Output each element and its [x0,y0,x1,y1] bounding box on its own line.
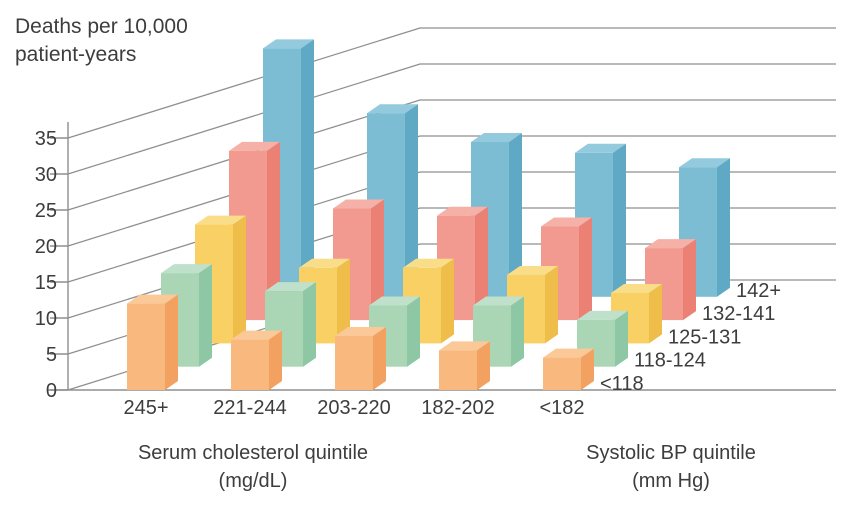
grid-line-35 [67,27,836,139]
bar-top-face [473,296,524,306]
bar-side-face [477,341,490,390]
chart-title-line1: Deaths per 10,000 [15,15,188,38]
bar-top-face [403,258,454,268]
cholesterol-label-2: 203-220 [317,397,390,419]
bar-top-face [645,239,696,249]
bar-side-face [615,310,628,367]
y-tick-label-5: 5 [46,344,57,366]
bar-side-face [613,143,626,297]
bar-side-face [683,239,696,321]
grid-line-30 [67,63,836,175]
cholesterol-label-4: <182 [539,397,584,419]
bar-top-face [471,133,522,142]
bar-side-face [267,141,280,321]
bar-side-face [337,258,350,344]
grid-line-20 [67,135,836,247]
bar-top-face [507,266,558,275]
bar-top-face [263,39,314,49]
bar-side-face [717,158,730,297]
cholesterol-category-labels: 245+ 221-244 203-220 182-202 <182 [123,397,584,419]
bar-top-face [299,258,350,268]
bar-top-face [231,330,282,340]
bar-chol-4-bp-0 [543,348,594,390]
y-tick-label-30: 30 [35,164,57,186]
bar-side-face [545,266,558,344]
y-tick-label-10: 10 [35,308,57,330]
bar-top-face [679,158,730,168]
bar-chol-2-bp-0 [335,327,386,390]
bp-label-1: 118-124 [634,350,706,372]
bar-front-face [127,303,165,390]
bp-label-4: 142+ [736,280,781,302]
bar-front-face [335,336,373,390]
x-axis-title-line1: Serum cholesterol quintile [138,442,368,464]
bar-side-face [441,258,454,344]
bar-top-face [577,310,628,320]
bp-label-2: 125-131 [668,326,741,348]
bar-side-face [579,217,592,321]
bar-side-face [649,284,662,344]
bar-top-face [161,264,212,274]
bar-side-face [475,206,488,321]
cholesterol-label-3: 182-202 [421,397,494,419]
bar-side-face [373,327,386,390]
bar-chol-3-bp-1 [473,296,524,367]
bp-label-0: <118 [600,373,644,395]
bar-front-face [439,350,477,390]
y-tick-labels: 0 5 10 15 20 25 30 35 [35,128,57,402]
bar-side-face [405,104,418,297]
bars [127,39,730,390]
grid-line-25 [67,99,836,211]
bar-side-face [511,296,524,367]
bar-side-face [199,264,212,367]
bar-side-face [301,39,314,297]
bar-side-face [165,294,178,390]
bar-front-face [231,339,269,390]
bar-front-face [543,357,581,390]
y-tick-label-25: 25 [35,200,57,222]
depth-axis-title-line1: Systolic BP quintile [586,442,756,464]
y-tick-label-20: 20 [35,236,57,258]
bar-top-face [369,296,420,306]
bar-top-face [439,341,490,351]
bar-side-face [509,133,522,297]
bar-side-face [371,199,384,321]
depth-axis-title-line2: (mm Hg) [632,470,710,492]
bar-top-face [127,294,178,304]
y-tick-label-35: 35 [35,128,57,150]
y-tick-label-15: 15 [35,272,57,294]
bar-side-face [303,282,316,367]
bar-top-face [333,199,384,209]
chart-title-line2: patient-years [15,43,136,66]
bar-chol-3-bp-0 [439,341,490,390]
bar-side-face [233,215,246,344]
bar-chol-1-bp-0 [231,330,282,390]
bar-side-face [269,330,282,390]
cholesterol-label-0: 245+ [123,397,168,419]
bar-top-face [229,141,280,151]
bar-top-face [195,215,246,225]
bar-top-face [575,143,626,153]
bar-chol-0-bp-2 [195,215,246,344]
cholesterol-label-1: 221-244 [213,397,286,419]
x-axis-title-line2: (mg/dL) [219,470,288,492]
bp-label-3: 132-141 [702,303,775,325]
bar-top-face [367,104,418,114]
bar-top-face [543,348,594,358]
bar-top-face [611,284,662,293]
bar-chol-0-bp-0 [127,294,178,390]
y-tick-label-0: 0 [46,380,57,402]
bar-side-face [581,348,594,390]
bar-side-face [407,296,420,367]
bar-top-face [437,206,488,216]
bar-top-face [541,217,592,227]
bar-top-face [335,327,386,336]
bar-top-face [265,282,316,292]
